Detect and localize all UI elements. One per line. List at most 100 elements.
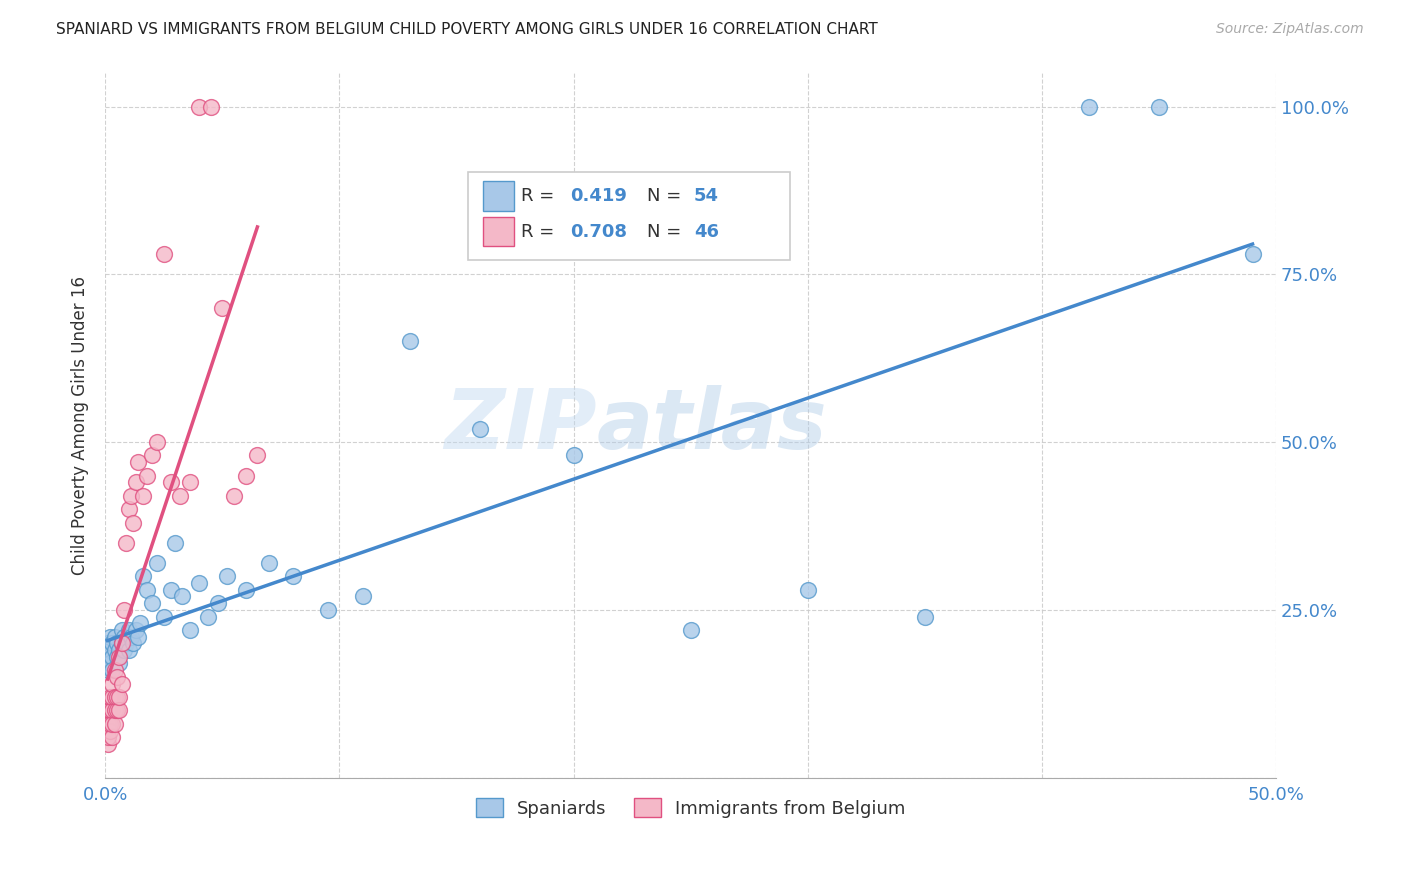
- Point: [222, 489, 245, 503]
- Point: [103, 643, 125, 657]
- Point: [152, 609, 174, 624]
- Point: [131, 489, 153, 503]
- Point: [110, 676, 132, 690]
- Point: [562, 449, 585, 463]
- Point: [96, 703, 118, 717]
- Point: [115, 535, 138, 549]
- Point: [197, 609, 219, 624]
- Point: [101, 649, 124, 664]
- Point: [117, 502, 139, 516]
- Point: [187, 576, 209, 591]
- FancyBboxPatch shape: [468, 171, 790, 260]
- Point: [281, 569, 304, 583]
- Text: 54: 54: [695, 187, 718, 205]
- Point: [211, 301, 233, 315]
- Point: [108, 690, 131, 704]
- Point: [136, 582, 159, 597]
- Point: [129, 616, 152, 631]
- Point: [207, 596, 229, 610]
- Point: [110, 623, 132, 637]
- Point: [101, 663, 124, 677]
- Point: [120, 489, 142, 503]
- Point: [96, 717, 118, 731]
- Point: [152, 247, 174, 261]
- Point: [105, 649, 128, 664]
- Point: [131, 569, 153, 583]
- Text: 46: 46: [695, 222, 718, 241]
- Point: [914, 609, 936, 624]
- Point: [122, 516, 145, 530]
- Point: [679, 623, 702, 637]
- Point: [98, 657, 121, 671]
- Point: [235, 582, 257, 597]
- Point: [117, 623, 139, 637]
- Point: [1077, 99, 1099, 113]
- Point: [145, 556, 167, 570]
- Point: [98, 630, 121, 644]
- Point: [124, 623, 146, 637]
- Point: [101, 731, 124, 745]
- Point: [96, 731, 118, 745]
- Point: [108, 703, 131, 717]
- Point: [165, 535, 187, 549]
- Point: [98, 703, 121, 717]
- Point: [1241, 247, 1264, 261]
- Point: [103, 663, 125, 677]
- Point: [105, 636, 128, 650]
- Point: [187, 99, 209, 113]
- Point: [145, 435, 167, 450]
- Point: [105, 703, 128, 717]
- Point: [101, 636, 124, 650]
- Text: N =: N =: [647, 187, 688, 205]
- Point: [120, 630, 142, 644]
- FancyBboxPatch shape: [484, 217, 513, 246]
- Point: [117, 643, 139, 657]
- Text: Source: ZipAtlas.com: Source: ZipAtlas.com: [1216, 22, 1364, 37]
- Point: [98, 643, 121, 657]
- Point: [257, 556, 280, 570]
- Point: [352, 590, 374, 604]
- Point: [105, 670, 128, 684]
- Text: ZIP: ZIP: [444, 384, 598, 466]
- Point: [127, 455, 149, 469]
- Point: [172, 590, 194, 604]
- Point: [796, 582, 818, 597]
- Point: [127, 630, 149, 644]
- Point: [103, 703, 125, 717]
- Point: [169, 489, 191, 503]
- Text: 0.419: 0.419: [569, 187, 627, 205]
- Point: [112, 630, 135, 644]
- Text: atlas: atlas: [598, 384, 828, 466]
- Point: [124, 475, 146, 490]
- Point: [108, 657, 131, 671]
- Point: [235, 468, 257, 483]
- Point: [96, 636, 118, 650]
- Point: [112, 603, 135, 617]
- Text: N =: N =: [647, 222, 688, 241]
- Point: [215, 569, 238, 583]
- Point: [179, 623, 201, 637]
- Point: [101, 717, 124, 731]
- Point: [96, 737, 118, 751]
- Point: [136, 468, 159, 483]
- Point: [112, 643, 135, 657]
- Point: [179, 475, 201, 490]
- Point: [98, 717, 121, 731]
- Point: [141, 596, 163, 610]
- Point: [108, 643, 131, 657]
- Point: [103, 630, 125, 644]
- Point: [103, 717, 125, 731]
- Text: SPANIARD VS IMMIGRANTS FROM BELGIUM CHILD POVERTY AMONG GIRLS UNDER 16 CORRELATI: SPANIARD VS IMMIGRANTS FROM BELGIUM CHIL…: [56, 22, 877, 37]
- Point: [246, 449, 269, 463]
- FancyBboxPatch shape: [484, 181, 513, 211]
- Point: [110, 636, 132, 650]
- Point: [103, 690, 125, 704]
- Point: [159, 475, 181, 490]
- Point: [141, 449, 163, 463]
- Y-axis label: Child Poverty Among Girls Under 16: Child Poverty Among Girls Under 16: [72, 276, 89, 574]
- Point: [159, 582, 181, 597]
- Point: [200, 99, 222, 113]
- Text: R =: R =: [520, 187, 560, 205]
- Point: [122, 636, 145, 650]
- Point: [101, 676, 124, 690]
